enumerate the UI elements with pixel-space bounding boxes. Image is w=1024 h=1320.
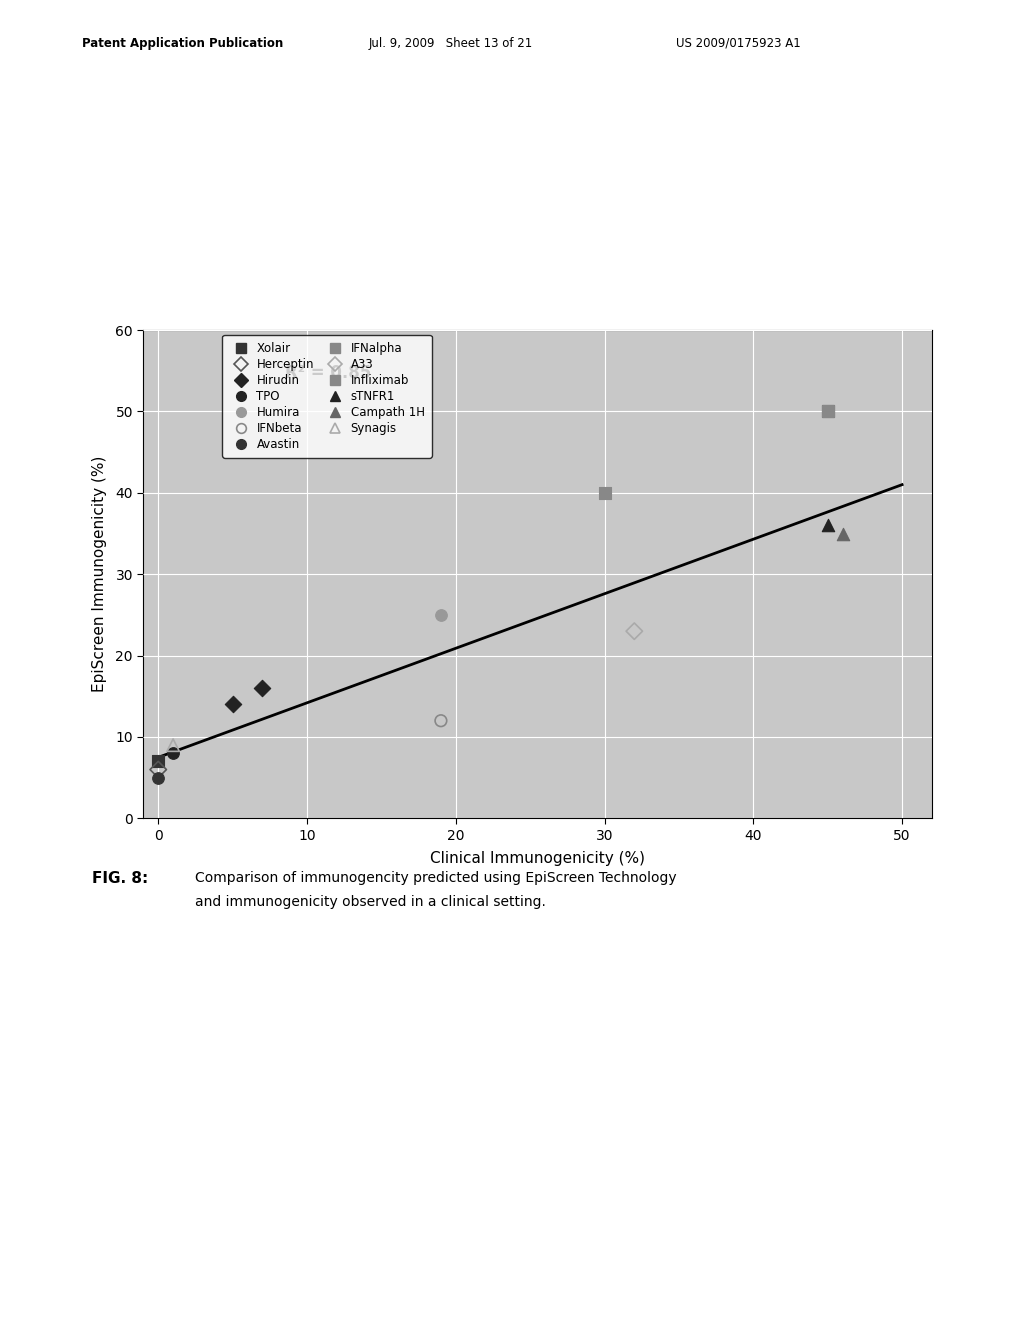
Text: R² = 0.85: R² = 0.85 [286, 364, 372, 383]
Point [151, 767, 167, 788]
Point [165, 743, 181, 764]
Point [819, 401, 836, 422]
X-axis label: Clinical Immunogenicity (%): Clinical Immunogenicity (%) [430, 851, 645, 866]
Text: Patent Application Publication: Patent Application Publication [82, 37, 284, 50]
Legend: Xolair, Herceptin, Hirudin, TPO, Humira, IFNbeta, Avastin, IFNalpha, A33, Inflix: Xolair, Herceptin, Hirudin, TPO, Humira,… [222, 335, 432, 458]
Point [254, 677, 270, 698]
Point [819, 401, 836, 422]
Text: Comparison of immunogencity predicted using EpiScreen Technology: Comparison of immunogencity predicted us… [195, 871, 676, 886]
Point [626, 620, 642, 642]
Text: US 2009/0175923 A1: US 2009/0175923 A1 [676, 37, 801, 50]
Y-axis label: EpiScreen Immunogenicity (%): EpiScreen Immunogenicity (%) [92, 455, 106, 693]
Point [224, 694, 241, 715]
Point [819, 515, 836, 536]
Point [151, 751, 167, 772]
Point [433, 710, 450, 731]
Point [165, 734, 181, 755]
Point [151, 759, 167, 780]
Text: and immunogenicity observed in a clinical setting.: and immunogenicity observed in a clinica… [195, 895, 546, 909]
Point [596, 482, 612, 503]
Text: Jul. 9, 2009   Sheet 13 of 21: Jul. 9, 2009 Sheet 13 of 21 [369, 37, 532, 50]
Text: FIG. 8:: FIG. 8: [92, 871, 148, 886]
Point [835, 523, 851, 544]
Point [433, 605, 450, 626]
